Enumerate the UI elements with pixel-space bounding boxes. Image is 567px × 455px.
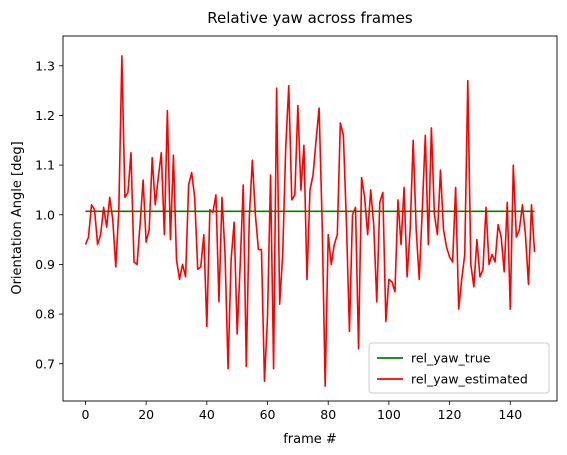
x-tick-label: 100 bbox=[377, 407, 401, 422]
legend-label: rel_yaw_estimated bbox=[411, 372, 528, 387]
x-tick-label: 60 bbox=[260, 407, 276, 422]
y-axis-label: Orientation Angle [deg] bbox=[10, 141, 25, 294]
legend-label: rel_yaw_true bbox=[411, 351, 491, 366]
plot-area: 0 20 40 60 80 100 120 140 0.7 0.8 0.9 1.0 1.1 1.2 1.3 bbox=[35, 35, 558, 422]
y-tick-label: 1.3 bbox=[35, 58, 55, 73]
y-tick-label: 0.9 bbox=[35, 257, 55, 272]
x-tick-label: 40 bbox=[199, 407, 215, 422]
chart-title: Relative yaw across frames bbox=[207, 9, 413, 27]
x-tick-label: 20 bbox=[138, 407, 154, 422]
y-tick-label: 1.1 bbox=[35, 158, 55, 173]
series-line-rel_yaw_estimated bbox=[84, 55, 536, 387]
axes-frame bbox=[62, 35, 558, 402]
x-axis-label: frame # bbox=[283, 432, 337, 447]
x-tick-label: 140 bbox=[498, 407, 522, 422]
y-tick-label: 1.0 bbox=[35, 207, 55, 222]
x-tick-label: 120 bbox=[438, 407, 462, 422]
x-tick-label: 0 bbox=[81, 407, 89, 422]
legend-box bbox=[368, 342, 550, 394]
y-tick-label: 0.7 bbox=[35, 356, 55, 371]
y-tick-label: 0.8 bbox=[35, 307, 55, 322]
y-tick-label: 1.2 bbox=[35, 108, 55, 123]
legend: rel_yaw_true rel_yaw_estimated bbox=[368, 342, 550, 394]
x-tick-label: 80 bbox=[320, 407, 336, 422]
